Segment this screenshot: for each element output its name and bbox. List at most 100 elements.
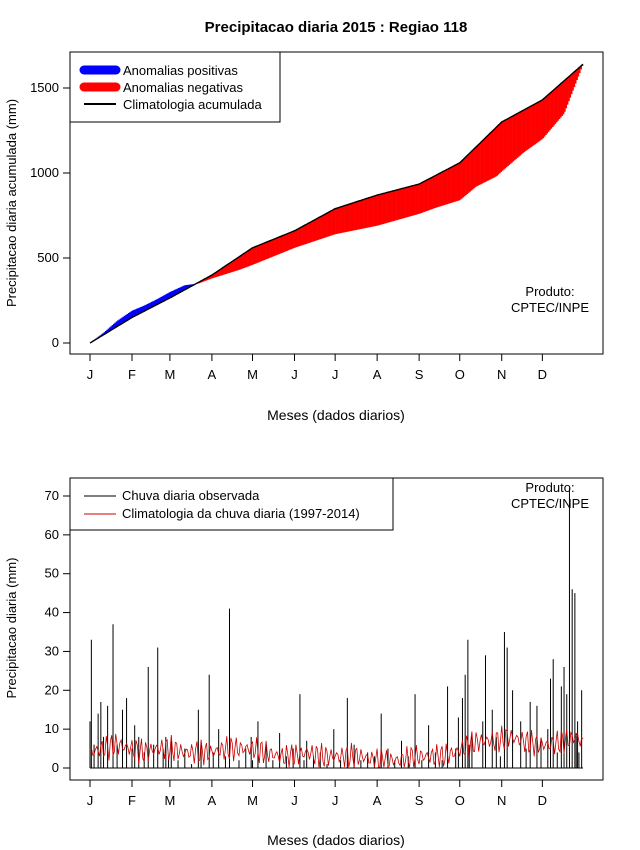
negative-anomaly-bar bbox=[580, 65, 582, 70]
positive-anomaly-bar bbox=[176, 288, 179, 294]
negative-anomaly-bar bbox=[535, 103, 538, 144]
negative-anomaly-bar bbox=[513, 115, 516, 161]
negative-anomaly-bar bbox=[205, 278, 207, 281]
negative-anomaly-bar bbox=[297, 228, 299, 247]
climatology-cumulative-line bbox=[89, 63, 584, 344]
negative-anomaly-bar bbox=[478, 143, 481, 185]
bottom-y-tick-label: 0 bbox=[52, 760, 59, 775]
negative-anomaly-bar bbox=[215, 271, 218, 277]
top-plot-area bbox=[89, 63, 584, 344]
negative-anomaly-bar bbox=[485, 137, 488, 182]
negative-anomaly-bar bbox=[341, 206, 344, 233]
positive-anomaly-bar bbox=[107, 328, 110, 332]
negative-anomaly-bar bbox=[283, 234, 286, 252]
negative-anomaly-bar bbox=[402, 188, 405, 219]
negative-anomaly-bar bbox=[490, 131, 493, 179]
negative-anomaly-bar bbox=[543, 98, 546, 137]
negative-anomaly-bar bbox=[470, 151, 473, 191]
negative-anomaly-bar bbox=[336, 208, 339, 234]
legend-label-observed: Chuva diaria observada bbox=[122, 488, 260, 503]
negative-anomaly-bar bbox=[519, 112, 521, 156]
bottom-x-tick-label: M bbox=[164, 793, 175, 808]
negative-anomaly-bar bbox=[546, 95, 549, 134]
negative-anomaly-bar bbox=[362, 199, 364, 229]
bottom-y-tick-label: 70 bbox=[45, 488, 59, 503]
negative-anomaly-bar bbox=[225, 265, 228, 274]
bottom-x-tick-label: M bbox=[247, 793, 258, 808]
top-x-tick-label: F bbox=[128, 367, 136, 382]
negative-anomaly-bar bbox=[417, 184, 420, 214]
climatology-daily-line bbox=[89, 725, 584, 768]
negative-anomaly-bar bbox=[541, 100, 543, 140]
negative-anomaly-bar bbox=[577, 68, 580, 77]
negative-anomaly-bar bbox=[276, 237, 279, 255]
top-x-tick-label: D bbox=[538, 367, 547, 382]
negative-anomaly-bar bbox=[386, 192, 389, 223]
bottom-annotation: Produto: CPTEC/INPE bbox=[511, 480, 589, 511]
positive-anomaly-bar bbox=[173, 289, 176, 296]
negative-anomaly-bar bbox=[222, 267, 225, 275]
negative-anomaly-bar bbox=[257, 245, 260, 263]
negative-anomaly-bar bbox=[512, 115, 515, 162]
negative-anomaly-bar bbox=[438, 173, 440, 207]
top-y-axis: 0 500 1000 1500 bbox=[30, 80, 71, 350]
bottom-chart-panel: 0 10 20 30 40 50 60 70 J F M A M J J A S O N D Precipitaca… bbox=[4, 477, 604, 848]
top-x-tick-label: J bbox=[87, 367, 94, 382]
negative-anomaly-bar bbox=[516, 113, 519, 158]
negative-anomaly-bar bbox=[363, 199, 366, 229]
negative-anomaly-bar bbox=[247, 250, 249, 267]
negative-anomaly-bar bbox=[570, 74, 573, 95]
negative-anomaly-bar bbox=[392, 191, 394, 222]
positive-anomaly-bar bbox=[160, 296, 163, 303]
negative-anomaly-bar bbox=[316, 218, 318, 241]
positive-anomaly-bar bbox=[152, 301, 154, 307]
negative-anomaly-bar bbox=[366, 198, 368, 228]
negative-anomaly-bar bbox=[206, 277, 209, 281]
negative-anomaly-bar bbox=[466, 155, 469, 194]
negative-anomaly-bar bbox=[240, 255, 242, 270]
negative-anomaly-bar bbox=[321, 215, 324, 239]
positive-anomaly-bar bbox=[111, 325, 114, 330]
negative-anomaly-bar bbox=[439, 173, 442, 207]
positive-anomaly-bar bbox=[179, 287, 182, 293]
positive-anomaly-bar bbox=[103, 332, 106, 335]
positive-anomaly-bar bbox=[134, 309, 137, 316]
negative-anomaly-bar bbox=[337, 207, 340, 234]
negative-anomaly-bar bbox=[434, 175, 436, 209]
negative-anomaly-bar bbox=[234, 259, 237, 271]
negative-anomaly-bar bbox=[450, 167, 452, 203]
negative-anomaly-bar bbox=[332, 209, 335, 235]
positive-anomaly-bar bbox=[146, 303, 149, 310]
negative-anomaly-bar bbox=[500, 122, 503, 172]
negative-anomaly-bar bbox=[270, 240, 272, 258]
negative-anomaly-bar bbox=[252, 247, 255, 265]
negative-anomaly-bar bbox=[429, 178, 432, 210]
positive-anomaly-bar bbox=[169, 291, 172, 298]
negative-anomaly-bar bbox=[285, 234, 287, 252]
negative-anomaly-bar bbox=[291, 231, 294, 249]
negative-anomaly-bar bbox=[454, 165, 456, 202]
top-y-tick-label: 1000 bbox=[30, 165, 59, 180]
negative-anomaly-bar bbox=[375, 195, 378, 226]
positive-anomaly-bar bbox=[178, 287, 180, 294]
annotation-line: Produto: bbox=[525, 480, 574, 495]
negative-anomaly-bar bbox=[530, 106, 532, 148]
negative-anomaly-bar bbox=[477, 145, 480, 186]
negative-anomaly-bar bbox=[484, 138, 486, 183]
positive-anomaly-bar bbox=[123, 315, 126, 323]
positive-anomaly-bar bbox=[115, 321, 118, 327]
negative-anomaly-bar bbox=[461, 160, 463, 199]
negative-anomaly-bar bbox=[354, 202, 356, 231]
negative-anomaly-bar bbox=[329, 211, 332, 236]
negative-anomaly-bar bbox=[389, 191, 391, 223]
negative-anomaly-bar bbox=[345, 204, 348, 232]
negative-anomaly-bar bbox=[238, 256, 241, 270]
negative-anomaly-bar bbox=[210, 275, 213, 279]
bottom-x-tick-label: S bbox=[415, 793, 424, 808]
negative-anomaly-bar bbox=[396, 189, 398, 221]
negative-anomaly-bar bbox=[397, 189, 400, 220]
positive-anomaly-bar bbox=[153, 300, 156, 306]
negative-anomaly-bar bbox=[455, 164, 458, 202]
